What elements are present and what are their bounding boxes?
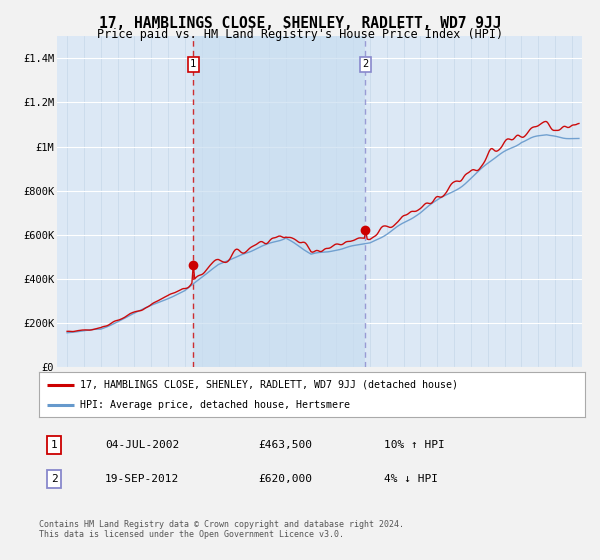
- Text: 2: 2: [50, 474, 58, 484]
- Text: 4% ↓ HPI: 4% ↓ HPI: [384, 474, 438, 484]
- Text: £463,500: £463,500: [258, 440, 312, 450]
- Bar: [193, 36, 365, 367]
- Text: 19-SEP-2012: 19-SEP-2012: [105, 474, 179, 484]
- Text: 17, HAMBLINGS CLOSE, SHENLEY, RADLETT, WD7 9JJ (detached house): 17, HAMBLINGS CLOSE, SHENLEY, RADLETT, W…: [80, 380, 458, 390]
- Text: 1: 1: [190, 59, 196, 69]
- Text: 2: 2: [362, 59, 368, 69]
- Text: 04-JUL-2002: 04-JUL-2002: [105, 440, 179, 450]
- Text: 1: 1: [50, 440, 58, 450]
- Text: Price paid vs. HM Land Registry's House Price Index (HPI): Price paid vs. HM Land Registry's House …: [97, 28, 503, 41]
- Text: 17, HAMBLINGS CLOSE, SHENLEY, RADLETT, WD7 9JJ: 17, HAMBLINGS CLOSE, SHENLEY, RADLETT, W…: [99, 16, 501, 31]
- Text: Contains HM Land Registry data © Crown copyright and database right 2024.
This d: Contains HM Land Registry data © Crown c…: [39, 520, 404, 539]
- Text: £620,000: £620,000: [258, 474, 312, 484]
- Text: 10% ↑ HPI: 10% ↑ HPI: [384, 440, 445, 450]
- Text: HPI: Average price, detached house, Hertsmere: HPI: Average price, detached house, Hert…: [80, 400, 350, 410]
